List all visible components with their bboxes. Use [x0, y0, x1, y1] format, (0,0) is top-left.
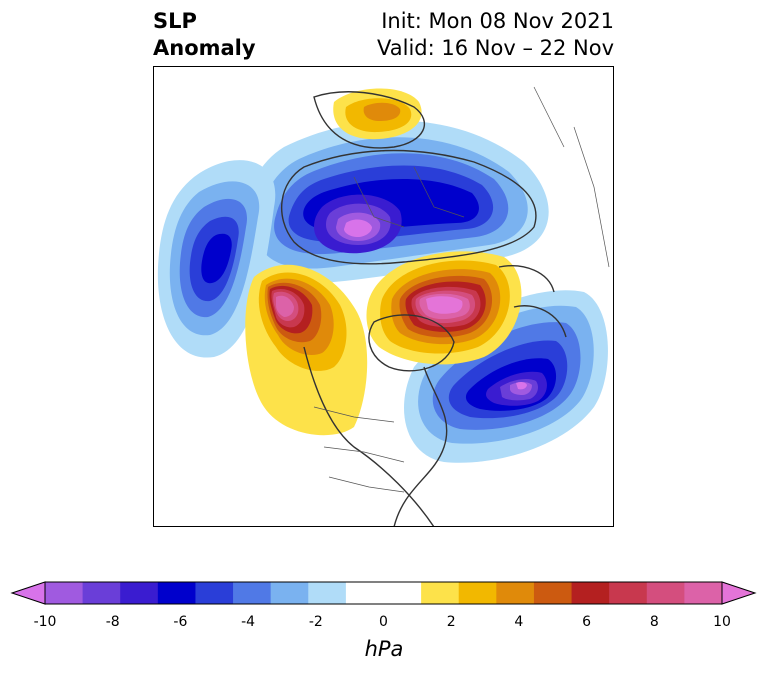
valid-range: Valid: 16 Nov – 22 Nov: [377, 36, 614, 60]
colorbar-tick-label: -10: [33, 614, 57, 630]
colorbar-tick-label: 8: [649, 614, 659, 630]
colorbar-cell: [609, 582, 648, 604]
colorbar-cell: [233, 582, 272, 604]
colorbar-cells: [45, 582, 723, 604]
low-anomaly-west: [157, 160, 276, 358]
colorbar-cell: [646, 582, 685, 604]
colorbar-tick-label: -2: [308, 614, 323, 630]
borders: [313, 86, 610, 493]
colorbar-tick-label: 2: [446, 614, 456, 630]
colorbar-cell: [458, 582, 497, 604]
colorbar-tick-label: -6: [173, 614, 188, 630]
colorbar-tick-label: 4: [514, 614, 524, 630]
colorbar-outline: [44, 581, 723, 605]
colorbar-cell: [195, 582, 234, 604]
anomaly-map: [157, 86, 610, 526]
title-variable: SLP: [153, 9, 197, 33]
colorbar-cell: [345, 582, 384, 604]
colorbar-unit: hPa: [364, 637, 404, 661]
colorbar-cell: [533, 582, 573, 604]
high-anomaly-alaska: [245, 264, 368, 436]
colorbar-cell: [383, 582, 422, 604]
map-date-info: Init: Mon 08 Nov 2021 Valid: 16 Nov – 22…: [377, 8, 614, 62]
init-date: Init: Mon 08 Nov 2021: [381, 9, 614, 33]
colorbar-cell: [270, 582, 309, 604]
colorbar-cell: [684, 582, 723, 604]
colorbar-tick-label: -4: [241, 614, 256, 630]
map-title: SLP Anomaly: [153, 8, 256, 62]
colorbar-cell: [308, 582, 347, 604]
map-panel: [153, 66, 614, 527]
colorbar-cell: [421, 582, 460, 604]
colorbar-tick-label: 6: [582, 614, 592, 630]
colorbar-cell: [45, 582, 84, 604]
colorbar-cell: [120, 582, 159, 604]
title-field: Anomaly: [153, 36, 256, 60]
colorbar-cell: [496, 582, 535, 604]
colorbar-cell: [82, 582, 121, 604]
high-anomaly-greenland: [366, 251, 522, 365]
colorbar-extend-high: [721, 581, 757, 605]
coastlines: [280, 91, 567, 526]
colorbar: [10, 581, 757, 605]
colorbar-cell: [157, 582, 196, 604]
low-anomaly-atlantic: [404, 290, 608, 463]
colorbar-tick-label: 10: [713, 614, 731, 630]
colorbar-tick-label: -8: [105, 614, 120, 630]
colorbar-extend-low: [10, 581, 46, 605]
colorbar-cell: [571, 582, 610, 604]
colorbar-tick-label: 0: [379, 614, 388, 630]
